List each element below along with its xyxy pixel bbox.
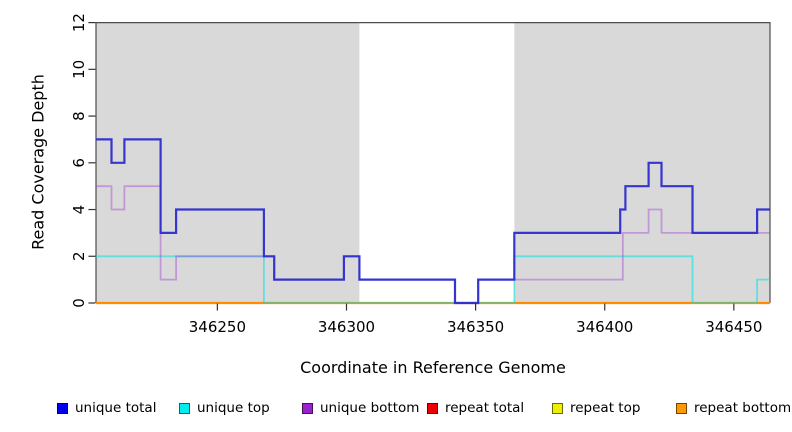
x-tick-label: 346400	[576, 318, 633, 336]
y-tick-label: 2	[70, 251, 88, 261]
legend-swatch-icon	[676, 403, 687, 414]
shaded-region	[514, 22, 770, 303]
shaded-region	[96, 22, 360, 303]
y-tick-label: 12	[70, 13, 88, 32]
y-tick-label: 8	[70, 111, 88, 121]
y-tick-label: 0	[70, 298, 88, 308]
x-tick-label: 346450	[705, 318, 762, 336]
legend-item-repeat-bottom: repeat bottom	[676, 400, 791, 417]
legend-label: repeat bottom	[694, 400, 792, 416]
legend-item-unique-top: unique top	[179, 400, 270, 417]
series-unique-top	[96, 255, 770, 304]
legend-item-unique-total: unique total	[57, 400, 156, 417]
legend-label: unique top	[197, 400, 270, 416]
legend-swatch-icon	[179, 403, 190, 414]
x-tick-label: 346300	[318, 318, 375, 336]
y-tick-label: 6	[70, 158, 88, 168]
x-tick-label: 346250	[189, 318, 246, 336]
legend-label: repeat top	[570, 400, 641, 416]
legend-label: unique bottom	[320, 400, 420, 416]
legend-swatch-icon	[552, 403, 563, 414]
legend-label: repeat total	[445, 400, 525, 416]
y-tick-label: 10	[70, 60, 88, 79]
legend-swatch-icon	[57, 403, 68, 414]
legend-item-unique-bottom: unique bottom	[302, 400, 419, 417]
x-tick-label: 346350	[447, 318, 504, 336]
y-tick-label: 4	[70, 205, 88, 215]
legend-item-repeat-total: repeat total	[427, 400, 524, 417]
legend-swatch-icon	[302, 403, 313, 414]
series-unique-total	[96, 138, 770, 305]
plot-border	[95, 22, 771, 303]
y-axis-title: Read Coverage Depth	[28, 74, 48, 250]
x-axis-title: Coordinate in Reference Genome	[300, 358, 566, 377]
legend-item-repeat-top: repeat top	[552, 400, 640, 417]
legend-swatch-icon	[427, 403, 438, 414]
legend-label: unique total	[75, 400, 157, 416]
